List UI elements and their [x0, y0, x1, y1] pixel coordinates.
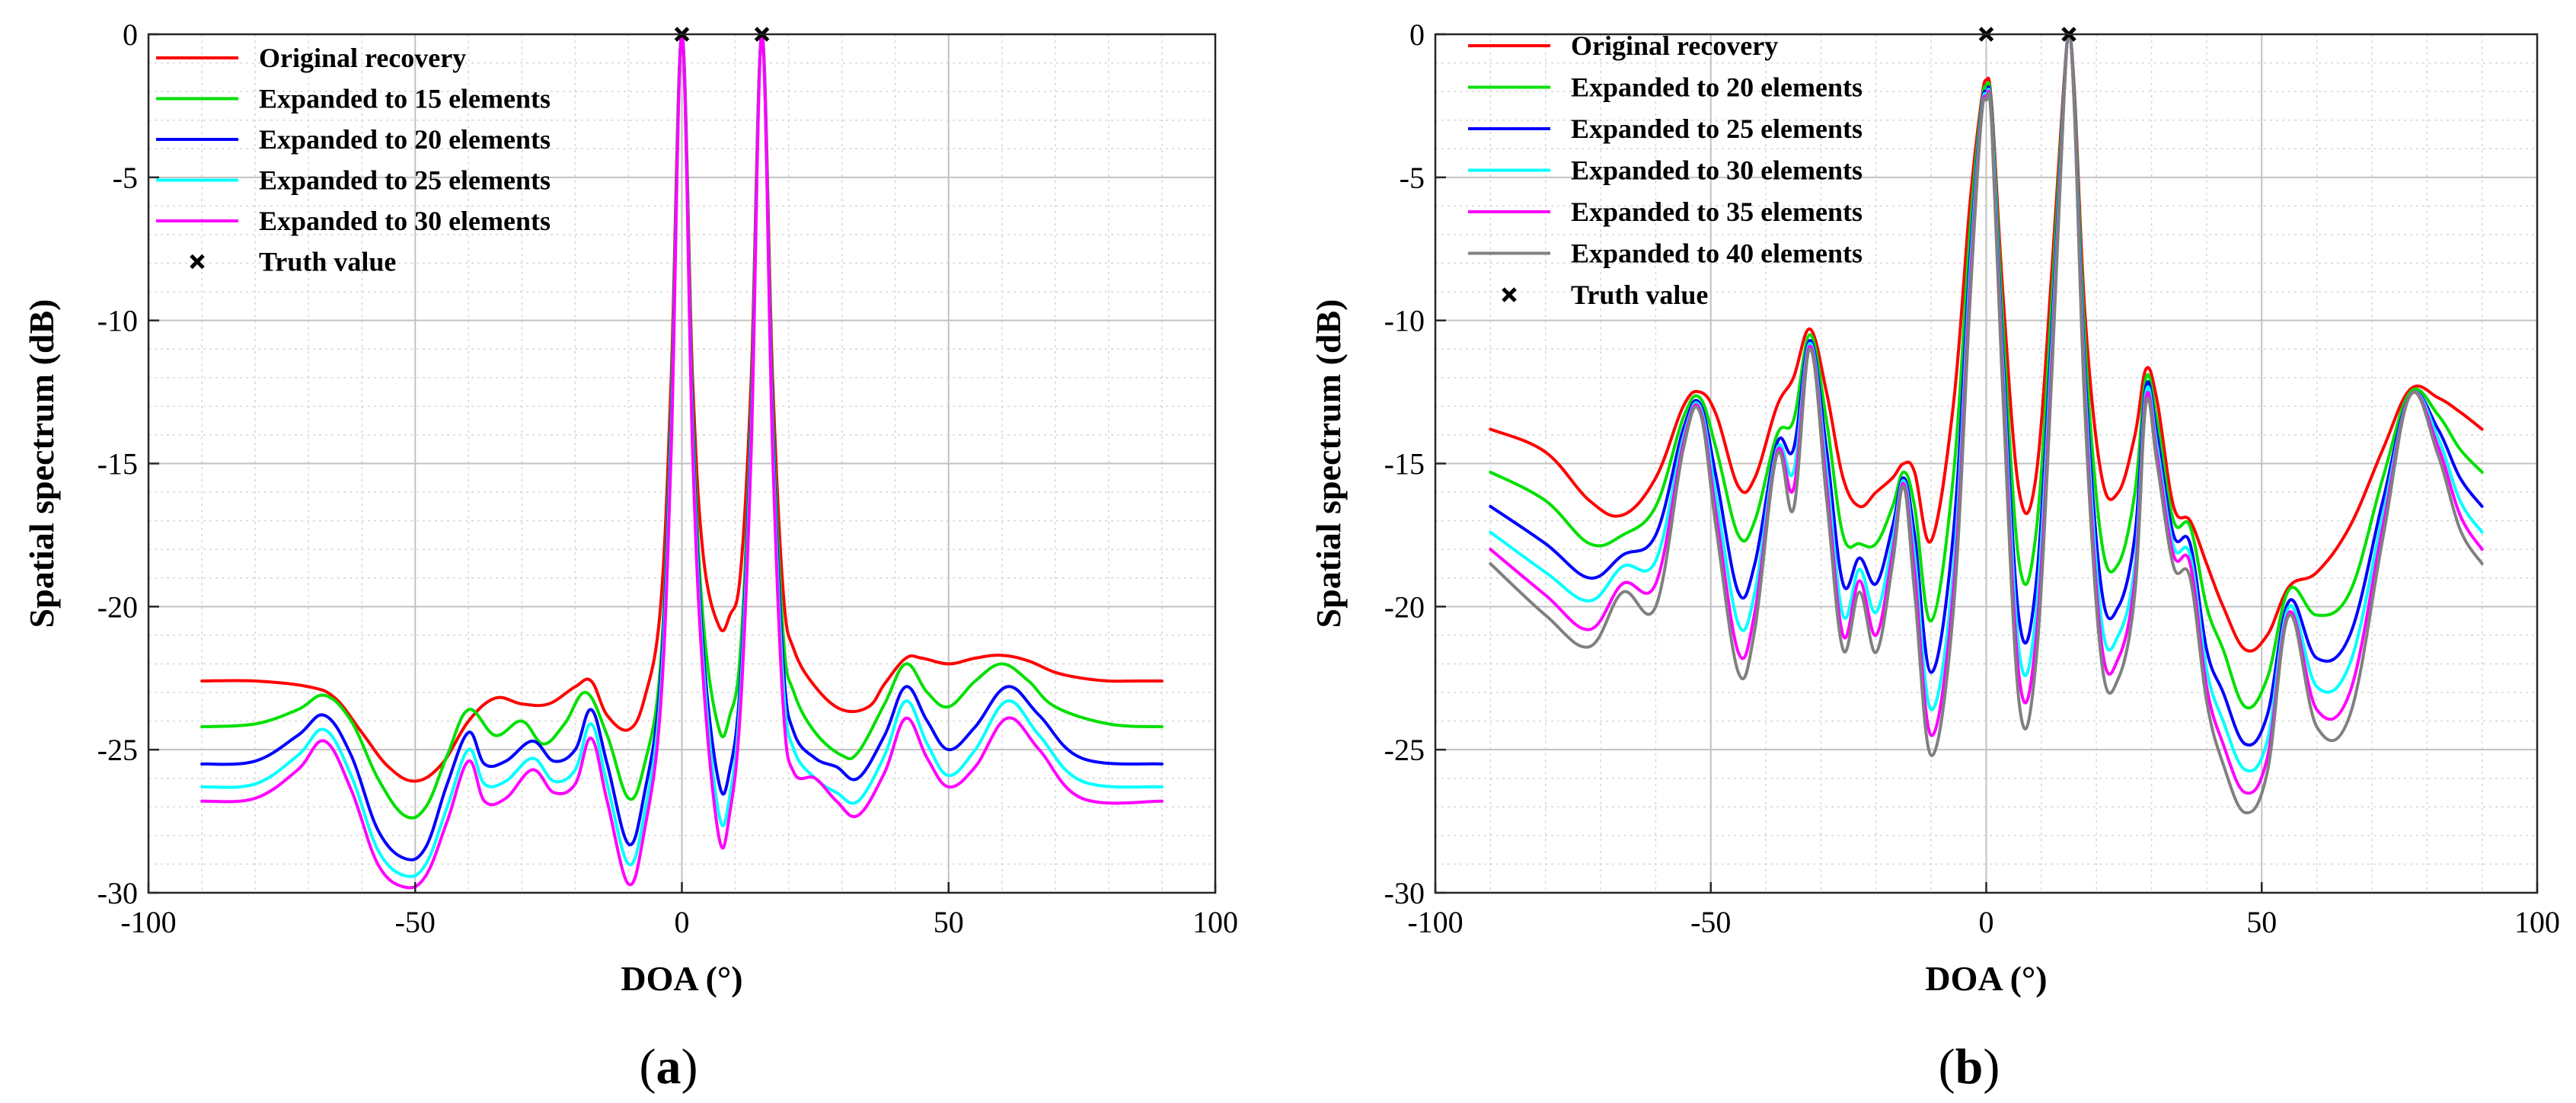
legend-label-2: Expanded to 15 elements [259, 84, 551, 114]
y-tick-label: 0 [1409, 18, 1425, 52]
x-tick-label: -50 [1690, 905, 1731, 939]
x-tick-label: -100 [1407, 905, 1463, 939]
x-tick-label: -100 [120, 905, 176, 939]
legend-label-truth: Truth value [1571, 280, 1708, 310]
y-tick-label: -25 [97, 733, 138, 767]
truth-marker-stroke [190, 254, 205, 270]
y-tick-label: -30 [97, 876, 138, 910]
legend-label-1: Original recovery [259, 43, 466, 73]
x-tick-label: 100 [1192, 905, 1238, 939]
panel-label: (a) [640, 1039, 698, 1095]
legend: Original recovery Expanded to 15 elements… [156, 43, 551, 277]
x-tick-label: 50 [934, 905, 964, 939]
x-tick-label: 0 [675, 905, 690, 939]
legend-label-1: Original recovery [1571, 30, 1778, 61]
panel-label-close: ) [682, 1039, 698, 1095]
y-axis-label: Spatial spectrum (dB) [1309, 299, 1348, 628]
legend-label-5: Expanded to 30 elements [259, 206, 551, 236]
series-line-2 [1489, 33, 2484, 710]
x-axis-label: DOA (°) [1925, 959, 2047, 998]
panel-label: (b) [1939, 1039, 2000, 1095]
truth-marker-stroke [1502, 287, 1517, 302]
panel-label-letter: b [1955, 1039, 1984, 1095]
chart-b: -100 -50 0 50 100 0 -5 -10 -15 -20 -25 -30 DOA (°) Sp… [1309, 18, 2560, 1095]
x-tick-label: -50 [395, 905, 436, 939]
x-axis-label: DOA (°) [621, 959, 742, 998]
series-group [1489, 33, 2484, 815]
panel-label-open: ( [640, 1039, 656, 1095]
y-axis-label: Spatial spectrum (dB) [22, 299, 61, 628]
y-tick-label: -15 [1384, 447, 1425, 481]
y-tick-label: -20 [97, 590, 138, 624]
legend-label-truth: Truth value [259, 247, 396, 277]
y-tick-label: -10 [97, 304, 138, 338]
y-tick-label: 0 [123, 18, 138, 52]
panel-label-open: ( [1939, 1039, 1955, 1095]
y-tick-label: -25 [1384, 733, 1425, 767]
x-tick-label: 0 [1979, 905, 1994, 939]
legend-label-3: Expanded to 20 elements [259, 124, 551, 155]
y-tick-label: -5 [1400, 161, 1425, 195]
panel-label-letter: a [656, 1039, 682, 1095]
legend-label-5: Expanded to 35 elements [1571, 197, 1863, 227]
legend: Original recovery Expanded to 20 elements… [1468, 30, 1863, 310]
legend-label-4: Expanded to 25 elements [259, 165, 551, 196]
legend-truth-marker [1502, 287, 1517, 302]
series-line-1 [1489, 33, 2484, 653]
series-group [200, 33, 1164, 890]
legend-label-3: Expanded to 25 elements [1571, 113, 1863, 144]
y-tick-label: -5 [113, 161, 138, 195]
y-tick-label: -30 [1384, 876, 1425, 910]
series-line-5 [200, 33, 1164, 890]
x-tick-label: 50 [2246, 905, 2277, 939]
series-line-1 [200, 33, 1164, 783]
legend-label-6: Expanded to 40 elements [1571, 238, 1863, 269]
legend-truth-marker [190, 254, 205, 270]
series-line-6 [1489, 33, 2484, 815]
legend-label-4: Expanded to 30 elements [1571, 155, 1863, 186]
x-tick-label: 100 [2514, 905, 2560, 939]
panel-label-close: ) [1983, 1039, 2000, 1095]
y-tick-label: -15 [97, 447, 138, 481]
legend-label-2: Expanded to 20 elements [1571, 72, 1863, 103]
y-tick-label: -20 [1384, 590, 1425, 624]
chart-a: -100 -50 0 50 100 0 -5 -10 -15 -20 -25 -30 DOA (°) Sp… [22, 18, 1238, 1095]
y-tick-label: -10 [1384, 304, 1425, 338]
